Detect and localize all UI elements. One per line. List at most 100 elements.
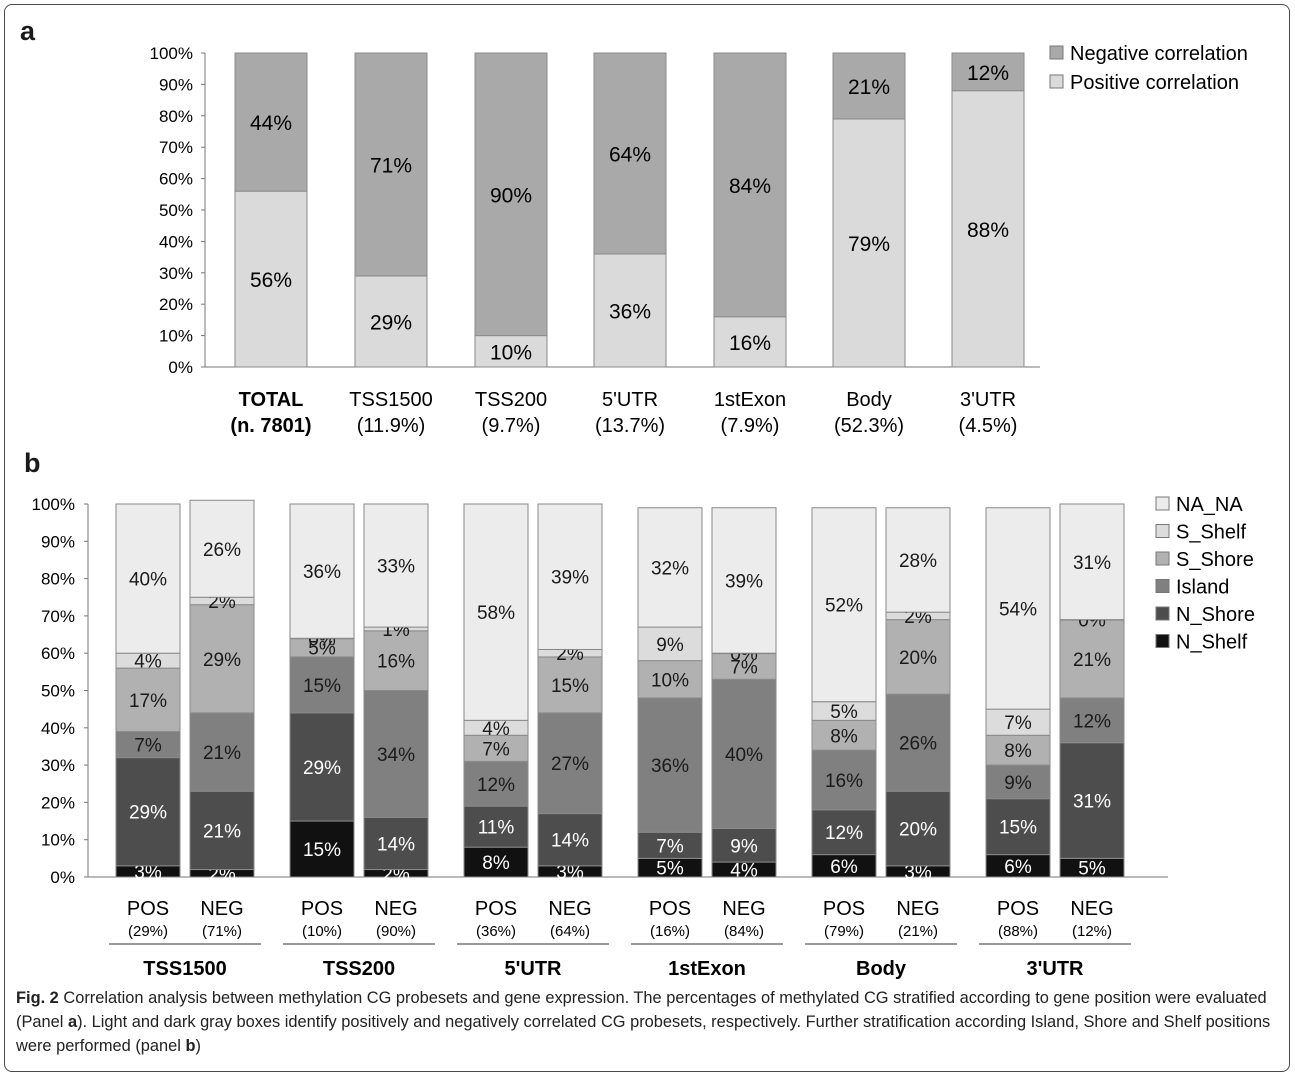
- segment-na-na: [985, 507, 1051, 710]
- data-label-positive: 56%: [250, 269, 292, 292]
- segment-n-shelf: [289, 820, 355, 878]
- bar-share-label: (88%): [998, 923, 1038, 940]
- figure-caption: Fig. 2 Correlation analysis between meth…: [16, 986, 1280, 1058]
- data-label-positive: 16%: [729, 332, 771, 355]
- caption-panel-a-ref: a: [67, 1013, 78, 1031]
- data-label-na-na: 52%: [825, 596, 863, 617]
- segment-n-shore: [811, 809, 877, 856]
- legend-swatch: [1155, 524, 1170, 538]
- x-category-sublabel: (52.3%): [834, 415, 904, 437]
- data-label-s-shelf: 4%: [134, 652, 162, 673]
- chart-b: 0% 10% 20% 30% 40% 50% 60% 70% 80% 90% 100% 3% 29% 7%…: [32, 494, 1255, 980]
- segment-na-na: [811, 507, 877, 703]
- segment-s-shelf: [985, 708, 1051, 736]
- data-label-na-na: 31%: [1073, 553, 1111, 574]
- group-label: 5'UTR: [505, 958, 563, 980]
- bar-type-label: NEG: [548, 898, 591, 920]
- data-label-na-na: 40%: [129, 570, 167, 591]
- segment-n-shore: [537, 813, 603, 867]
- group-label: TSS200: [323, 958, 395, 980]
- caption-label: Fig. 2: [16, 989, 59, 1007]
- segment-island: [1059, 697, 1125, 744]
- data-label-island: 21%: [203, 743, 241, 764]
- bar-share-label: (84%): [724, 923, 764, 940]
- legend-label: Negative correlation: [1070, 43, 1248, 65]
- bar-type-label: NEG: [896, 898, 939, 920]
- data-label-positive: 79%: [848, 233, 890, 256]
- y-tick-label: 50%: [41, 682, 75, 701]
- data-label-na-na: 36%: [303, 562, 341, 583]
- data-label-n-shore: 20%: [899, 820, 937, 841]
- y-tick-label: 0%: [168, 358, 193, 377]
- segment-island: [537, 712, 603, 815]
- x-category-label: Body: [846, 389, 892, 411]
- x-category-sublabel: (13.7%): [595, 415, 665, 437]
- segment-na-na: [363, 503, 429, 628]
- figure-frame: [4, 4, 1290, 1072]
- data-label-s-shore: 8%: [1004, 741, 1032, 762]
- bar-share-label: (71%): [202, 923, 242, 940]
- data-label-n-shore: 11%: [478, 818, 515, 839]
- segment-na-na: [885, 507, 951, 613]
- data-label-s-shore: 15%: [551, 676, 589, 697]
- segment-island: [115, 731, 181, 759]
- bar-type-label: POS: [475, 898, 517, 920]
- group-label: TSS1500: [143, 958, 226, 980]
- bar-positive: [354, 275, 428, 368]
- data-label-s-shore: 21%: [1073, 650, 1111, 671]
- data-label-s-shore: 5%: [308, 639, 336, 660]
- x-category-label: 1stExon: [714, 389, 786, 411]
- data-label-negative: 12%: [967, 62, 1009, 85]
- legend-swatch: [1155, 606, 1170, 621]
- data-label-n-shore: 31%: [1073, 792, 1111, 813]
- legend-label: NA_NA: [1176, 494, 1243, 516]
- data-label-positive: 29%: [370, 311, 412, 334]
- data-label-na-na: 58%: [477, 603, 515, 624]
- data-label-n-shore: 29%: [303, 758, 341, 779]
- bar-type-label: POS: [649, 898, 691, 920]
- caption-panel-b-ref: b: [185, 1037, 196, 1055]
- data-label-s-shore: 7%: [482, 739, 510, 760]
- data-label-s-shore: 17%: [129, 691, 167, 712]
- data-label-na-na: 39%: [725, 571, 763, 592]
- data-label-s-shelf: 9%: [656, 635, 684, 656]
- segment-island: [463, 760, 529, 807]
- data-label-positive: 88%: [967, 219, 1009, 242]
- data-label-na-na: 28%: [899, 551, 937, 572]
- group-label: 1stExon: [668, 958, 746, 980]
- group-label: Body: [856, 958, 907, 980]
- data-label-negative: 64%: [609, 143, 651, 166]
- data-label-island: 15%: [303, 676, 341, 697]
- data-label-negative: 90%: [490, 184, 532, 207]
- y-tick-label: 30%: [159, 264, 193, 283]
- legend-swatch: [1155, 579, 1170, 593]
- data-label-n-shelf: 3%: [904, 862, 932, 883]
- data-label-n-shore: 29%: [129, 803, 167, 824]
- data-label-positive: 36%: [609, 300, 651, 323]
- legend-label: Island: [1176, 577, 1229, 599]
- y-tick-label: 20%: [159, 295, 193, 314]
- panel-b-letter: b: [24, 448, 41, 478]
- data-label-n-shelf: 6%: [830, 857, 858, 878]
- data-label-n-shelf: 6%: [1004, 857, 1032, 878]
- data-label-negative: 44%: [250, 112, 292, 135]
- segment-na-na: [189, 499, 255, 598]
- data-label-s-shelf: 4%: [482, 719, 510, 740]
- bar-positive: [474, 335, 548, 368]
- segment-na-na: [289, 503, 355, 639]
- data-label-s-shore: 29%: [203, 650, 241, 671]
- data-label-s-shelf: 5%: [830, 702, 858, 723]
- segment-n-shore: [985, 798, 1051, 856]
- legend-label: S_Shelf: [1176, 522, 1246, 544]
- data-label-negative: 84%: [729, 175, 771, 198]
- y-tick-label: 30%: [41, 756, 75, 775]
- data-label-island: 40%: [725, 745, 763, 766]
- data-label-island: 9%: [1004, 773, 1032, 794]
- segment-s-shelf: [637, 626, 703, 662]
- data-label-n-shelf: 15%: [303, 840, 341, 861]
- bar-type-label: POS: [127, 898, 169, 920]
- x-category-sublabel: (9.7%): [482, 415, 541, 437]
- bar-type-label: POS: [301, 898, 343, 920]
- y-tick-label: 10%: [41, 831, 75, 850]
- legend-label: Positive correlation: [1070, 72, 1239, 94]
